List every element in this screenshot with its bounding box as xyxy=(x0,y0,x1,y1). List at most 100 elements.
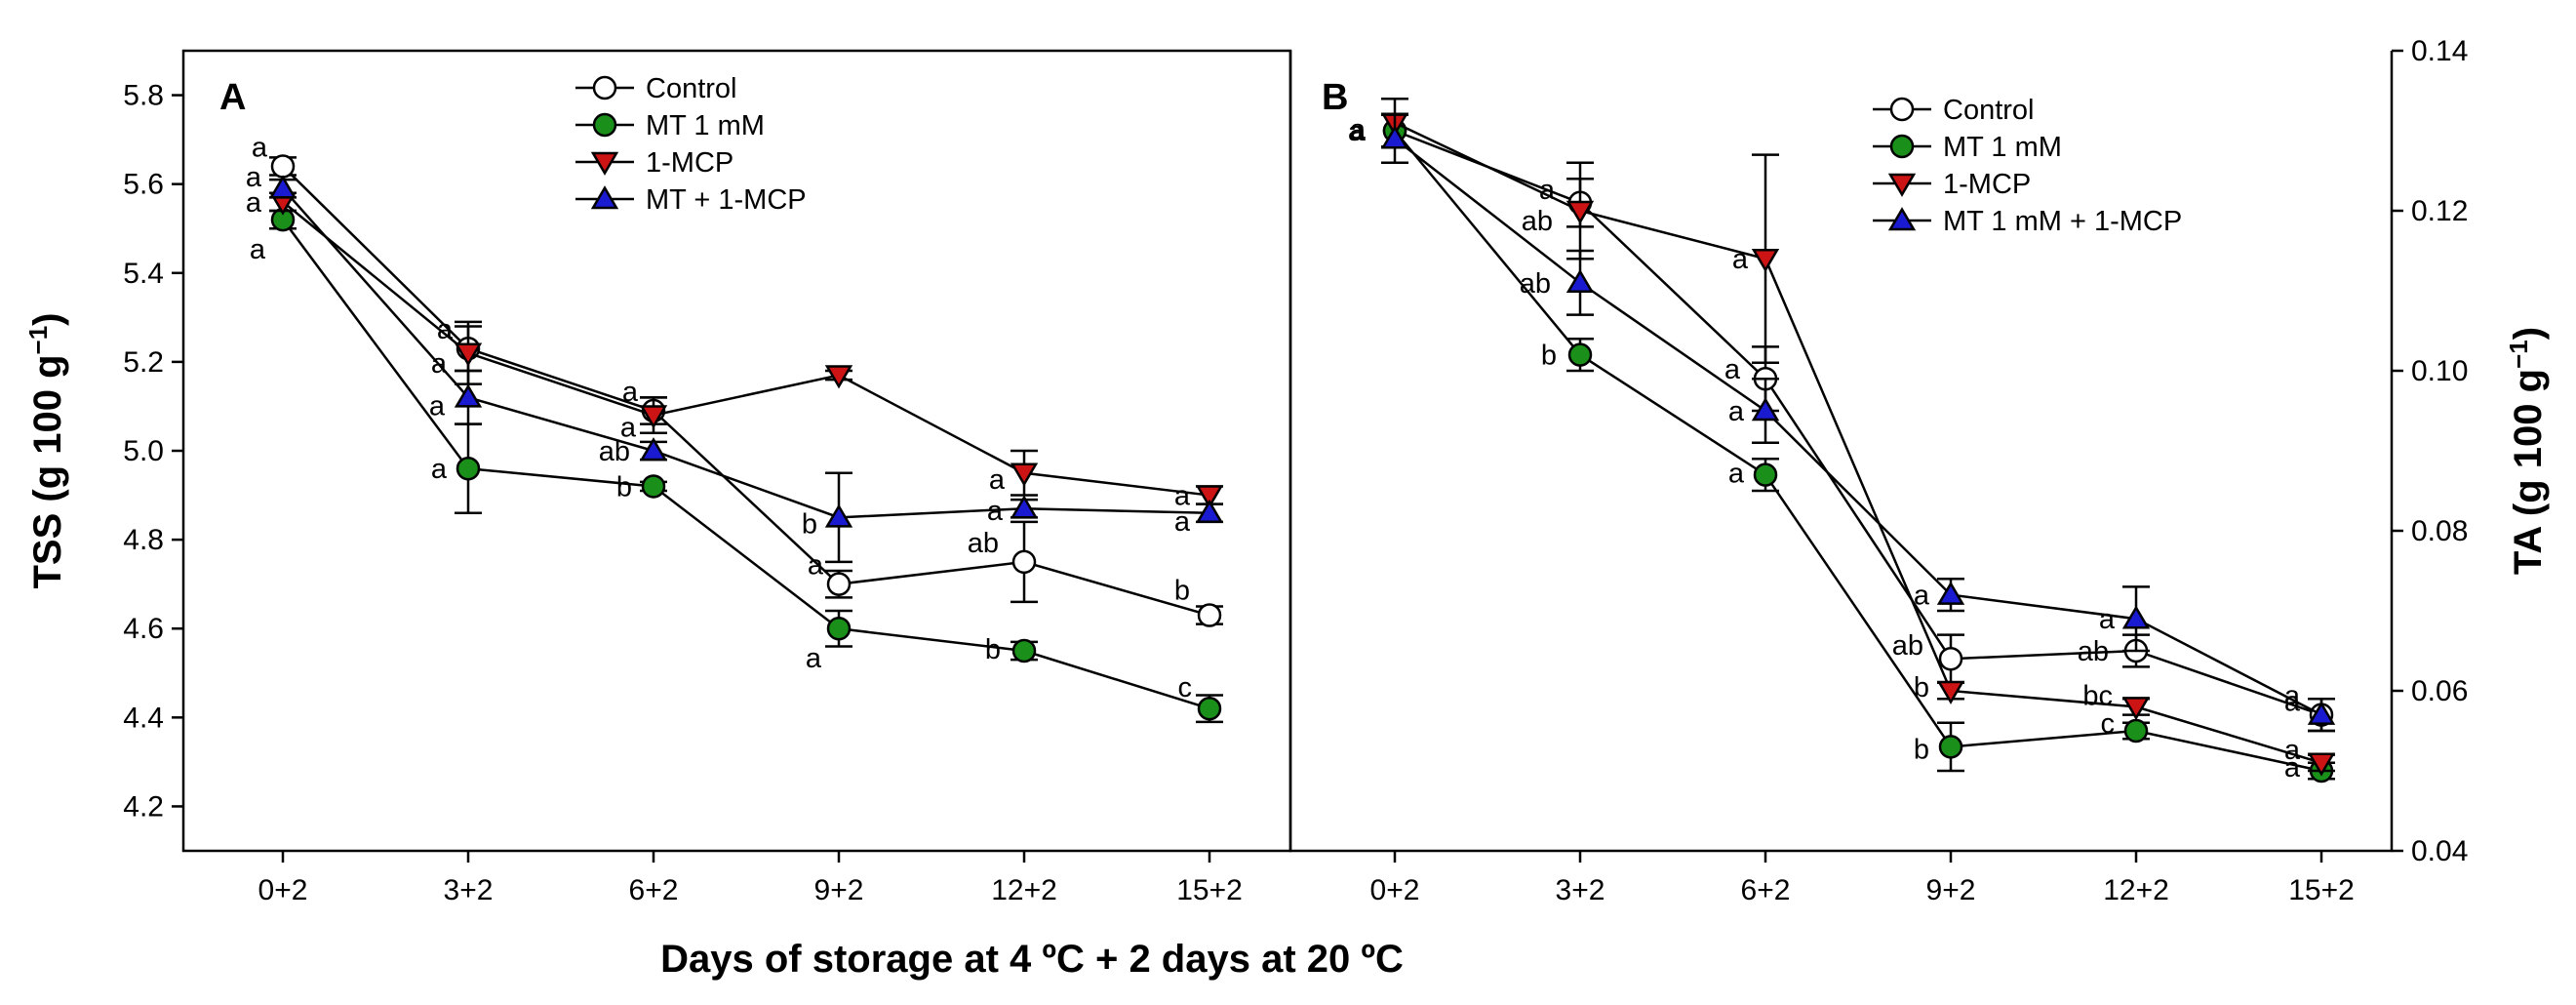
legend: Control MT 1 mM 1-MCP MT 1 mM + 1-MCP xyxy=(1873,95,2182,237)
significance-letter: b xyxy=(1541,341,1557,372)
series-line xyxy=(282,187,1210,519)
data-point xyxy=(641,474,666,499)
significance-letter: b xyxy=(985,634,1001,665)
y-tick-label: 4.8 xyxy=(123,524,164,556)
y-tick-label: 4.6 xyxy=(123,613,164,645)
y-tick-label: 4.2 xyxy=(123,790,164,823)
x-axis-title: Days of storage at 4 ºC + 2 days at 20 º… xyxy=(660,938,1404,981)
legend-marker xyxy=(590,185,619,210)
significance-letter: a xyxy=(2284,752,2301,784)
significance-letter: ab xyxy=(1522,206,1553,237)
data-point xyxy=(1195,499,1224,524)
data-point xyxy=(2121,605,2151,629)
y-tick-label: 5.6 xyxy=(123,169,164,201)
significance-letter: a xyxy=(1914,581,1930,612)
series-line xyxy=(1394,121,2322,764)
x-tick-label: 15+2 xyxy=(1176,874,1243,906)
data-point xyxy=(270,154,296,179)
significance-letter: c xyxy=(2101,708,2116,740)
significance-letter: a xyxy=(987,496,1004,527)
panel-label: A xyxy=(219,77,246,118)
significance-letter: a xyxy=(431,454,448,485)
y-tick-label: 0.04 xyxy=(2411,835,2468,867)
significance-letter: a xyxy=(252,132,268,163)
legend-marker xyxy=(592,75,617,100)
y-tick-label: 0.10 xyxy=(2411,355,2468,387)
data-point xyxy=(1753,462,1778,487)
data-point xyxy=(2121,697,2151,721)
significance-letter: c xyxy=(1178,672,1193,704)
x-tick-label: 6+2 xyxy=(1741,874,1791,906)
data-point xyxy=(824,365,853,389)
x-tick-label: 6+2 xyxy=(629,874,679,906)
data-point xyxy=(2307,701,2336,725)
panel-a: 4.2 4.4 4.6 4.8 5.0 5.2 5.4 5.6 5.8 0+2 3+2 6+2 9+2 1… xyxy=(23,49,1292,906)
data-point xyxy=(639,437,668,462)
significance-letter: a xyxy=(1348,116,1365,147)
data-point xyxy=(1936,581,1965,605)
y-axis-title-exponent: −1 xyxy=(2504,340,2533,369)
data-point xyxy=(1751,397,1780,422)
data-point xyxy=(1380,125,1409,149)
data-point xyxy=(1567,342,1593,367)
y-tick-label: 5.8 xyxy=(123,80,164,112)
y-axis-title-close: ) xyxy=(2507,327,2550,340)
significance-letter: a xyxy=(1350,114,1367,145)
legend-label: Control xyxy=(1943,95,2035,126)
data-point xyxy=(1011,638,1037,663)
significance-letter: a xyxy=(808,550,824,582)
legend-label: 1-MCP xyxy=(1943,169,2031,200)
x-tick-label: 3+2 xyxy=(1556,874,1605,906)
data-point xyxy=(454,383,483,408)
legend-label: MT 1 mM xyxy=(1943,132,2062,163)
x-tick-label: 0+2 xyxy=(258,874,308,906)
legend-marker xyxy=(590,151,619,176)
data-point xyxy=(824,503,853,528)
significance-letter: ab xyxy=(968,528,999,559)
significance-letter: a xyxy=(250,234,266,265)
x-tick-label: 12+2 xyxy=(991,874,1057,906)
y-axis-title: TA (g 100 g−1) xyxy=(2504,327,2550,575)
significance-letter: ab xyxy=(1520,268,1551,300)
significance-letter: a xyxy=(246,162,262,193)
significance-letter: ab xyxy=(599,436,630,467)
significance-letter: a xyxy=(429,390,446,422)
significance-letter: a xyxy=(1728,459,1745,490)
data-point xyxy=(1197,696,1222,721)
data-point xyxy=(826,616,852,641)
legend-label: MT 1 mM + 1-MCP xyxy=(1943,206,2182,237)
data-point xyxy=(268,175,297,199)
significance-letter: bc xyxy=(2082,680,2113,711)
series-line xyxy=(282,200,1210,497)
y-tick-label: 0.14 xyxy=(2411,35,2468,67)
significance-letter: a xyxy=(1724,354,1741,385)
panel-b: 0.04 0.06 0.08 0.10 0.12 0.14 0+2 3+2 6+2 9+2 12+2… xyxy=(1288,35,2550,906)
legend-marker xyxy=(1889,97,1915,122)
significance-letter: a xyxy=(620,413,637,444)
legend-label: Control xyxy=(646,73,737,104)
data-point xyxy=(639,405,668,429)
y-tick-label: 5.0 xyxy=(123,435,164,467)
significance-letter: a xyxy=(989,464,1006,496)
series-line xyxy=(282,165,1210,617)
significance-letter: a xyxy=(1174,506,1191,538)
data-point xyxy=(456,456,481,481)
legend-marker xyxy=(592,112,617,138)
significance-letter: a xyxy=(246,187,262,219)
significance-letter: ab xyxy=(2078,636,2109,667)
y-tick-label: 0.08 xyxy=(2411,515,2468,547)
data-point xyxy=(1010,495,1039,519)
significance-letter: b xyxy=(1174,576,1190,607)
data-point xyxy=(1010,462,1039,487)
legend-label: 1-MCP xyxy=(646,147,733,179)
significance-letter: b xyxy=(1914,672,1929,704)
series-control: a a a ab ab a xyxy=(1350,113,2335,733)
legend-label: MT + 1-MCP xyxy=(646,184,807,216)
series-line xyxy=(281,219,1210,710)
significance-letter: ab xyxy=(1892,630,1923,662)
